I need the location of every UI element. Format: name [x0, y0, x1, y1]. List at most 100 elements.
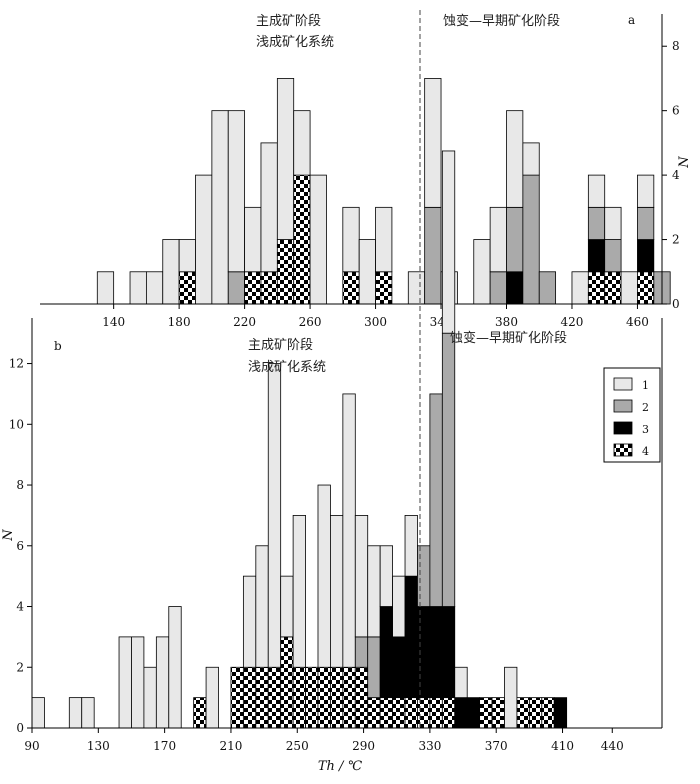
- panel-a-x-tick-label: 300: [364, 315, 387, 329]
- panel-b-y-tick-label: 0: [16, 721, 24, 735]
- panel-b-bar-series-2-bin-26: [354, 636, 369, 668]
- panel-a-bar-series-3-bin-33: [637, 239, 655, 273]
- panel-b-x-tick-label: 250: [286, 739, 309, 753]
- panel-a-bar-series-3-bin-30: [587, 239, 606, 273]
- panel-b-bar-series-4-bin-20: [280, 636, 294, 729]
- panel-b-bar-series-4-bin-33: [441, 697, 456, 729]
- panel-b-bar-series-4-bin-40: [528, 697, 543, 729]
- panel-b-bar-series-1-bin-8: [131, 636, 145, 729]
- panel-a-bar-series-1-bin-9: [244, 206, 262, 273]
- panel-b-bar-series-4-bin-32: [429, 697, 443, 729]
- panel-b-bar-series-1-bin-11: [168, 606, 182, 729]
- panel-a-bar-series-1-bin-3: [145, 271, 164, 305]
- panel-b-bar-series-4-bin-39: [516, 697, 530, 729]
- legend-label-4: 4: [642, 445, 649, 458]
- panel-a-bar-series-1-bin-10: [260, 142, 278, 273]
- panel-b-bar-series-1-bin-20: [280, 575, 294, 638]
- panel-b-bar-series-4-bin-28: [379, 697, 393, 729]
- legend-swatch-2: [613, 399, 633, 413]
- panel-b-bar-series-4-bin-24: [330, 666, 344, 729]
- panel-a-bar-series-3-bin-25: [506, 271, 524, 305]
- panel-b-bar-series-4-bin-30: [404, 697, 418, 729]
- panel-b-bar-series-1-bin-10: [155, 636, 170, 729]
- panel-b: 90 130 170 210 250 290 330 370 410 440 024681012 …: [1, 150, 663, 774]
- panel-b-y-tick-label: 12: [9, 357, 24, 371]
- panel-b-bar-series-4-bin-36: [479, 697, 493, 729]
- panel-a-bar-series-1-bin-20: [424, 78, 442, 208]
- panel-b-bar-series-1-bin-38: [504, 666, 518, 729]
- panel-b-y-tick-label: 8: [16, 478, 24, 492]
- panel-b-bar-series-1-bin-24: [330, 515, 344, 668]
- panel-a-bar-series-1-bin-32: [620, 271, 638, 305]
- panel-b-bar-series-1-bin-4: [81, 697, 95, 729]
- panel-b-bar-series-1-bin-30: [404, 515, 418, 577]
- panel-a-bar-series-4-bin-30: [587, 271, 606, 305]
- legend-swatch-3: [613, 421, 633, 435]
- panel-a-bar-series-4-bin-15: [342, 271, 360, 305]
- legend: 1 2 3 4: [603, 367, 661, 463]
- panel-b-bar-series-1-bin-26: [354, 515, 369, 638]
- panel-b-bar-series-3-bin-34: [454, 697, 468, 729]
- panel-a-bar-series-4-bin-33: [637, 271, 655, 305]
- panel-b-bar-series-4-bin-18: [255, 666, 269, 729]
- panel-b-bar-series-1-bin-33: [441, 150, 456, 334]
- legend-label-2: 2: [642, 401, 649, 414]
- panel-a-x-tick-label: 180: [168, 315, 191, 329]
- panel-a-bar-series-4-bin-9: [244, 271, 262, 305]
- panel-b-bar-series-4-bin-21: [292, 666, 306, 729]
- panel-a-bar-series-1-bin-12: [293, 110, 311, 176]
- panel-a-bar-series-1-bin-0: [96, 271, 115, 305]
- panel-a-bar-series-1-bin-19: [407, 271, 426, 305]
- panel-a-x-tick-label: 220: [233, 315, 256, 329]
- panel-a-bar-series-4-bin-17: [375, 271, 393, 305]
- panel-b-ylabel: N: [1, 529, 16, 542]
- panel-a-x-ticks: 140 180 220 260 300 340 380 420 460: [102, 304, 649, 329]
- panel-b-x-tick-label: 330: [418, 739, 441, 753]
- panel-a-y-tick-label: 0: [672, 297, 680, 311]
- panel-b-annotation-main-stage: 主成矿阶段: [248, 338, 313, 353]
- panel-b-bar-series-1-bin-27: [367, 545, 381, 638]
- panel-b-y-tick-label: 2: [16, 660, 24, 674]
- panel-a-y-ticks: 0 2 4 6 8: [662, 39, 680, 311]
- panel-b-bar-series-1-bin-3: [68, 697, 83, 729]
- panel-a-bar-series-1-bin-25: [506, 110, 524, 208]
- panel-b-bar-series-4-bin-22: [305, 666, 319, 729]
- panel-a-annotation-alteration-stage: 蚀变—早期矿化阶段: [443, 13, 560, 29]
- panel-b-bar-series-2-bin-27: [367, 636, 381, 699]
- legend-label-3: 3: [642, 423, 649, 436]
- panel-b-bars: [31, 150, 568, 729]
- panel-a-y-tick-label: 2: [672, 233, 680, 247]
- panel-a-bar-series-1-bin-5: [178, 239, 196, 273]
- panel-b-bar-series-4-bin-13: [193, 697, 207, 729]
- panel-a-x-tick-label: 260: [299, 315, 322, 329]
- panel-a-bar-series-2-bin-30: [587, 206, 606, 240]
- panel-a-x-tick-label: 380: [495, 315, 518, 329]
- panel-b-bar-series-1-bin-25: [342, 393, 356, 668]
- panel-b-x-tick-label: 170: [153, 739, 176, 753]
- panel-a-bar-series-1-bin-30: [587, 174, 606, 208]
- panel-a-bar-series-2-bin-24: [489, 271, 507, 305]
- panel-a-label: a: [628, 13, 635, 27]
- panel-b-bar-series-3-bin-32: [429, 606, 443, 699]
- panel-a-y-tick-label: 6: [672, 104, 680, 118]
- panel-a-bar-series-1-bin-24: [489, 206, 507, 273]
- panel-b-bar-series-1-bin-18: [255, 545, 269, 668]
- panel-b-x-tick-label: 410: [551, 739, 574, 753]
- panel-b-x-tick-label: 440: [601, 739, 624, 753]
- panel-b-bar-series-4-bin-16: [230, 666, 244, 729]
- panel-a-y-tick-label: 4: [672, 168, 680, 182]
- panel-b-y-tick-label: 6: [16, 539, 24, 553]
- panel-a-bar-series-2-bin-25: [506, 206, 524, 273]
- panel-a-ylabel: N: [677, 156, 692, 169]
- panel-b-bar-series-4-bin-25: [342, 666, 356, 729]
- panel-a-bar-series-2-bin-8: [227, 271, 246, 305]
- panel-b-annotation-alteration-stage: 蚀变—早期矿化阶段: [450, 330, 567, 346]
- panel-a-bar-series-4-bin-10: [260, 271, 278, 305]
- panel-b-bar-series-1-bin-14: [205, 666, 219, 729]
- panel-b-bar-series-1-bin-29: [392, 575, 406, 638]
- panel-b-bar-series-2-bin-31: [417, 545, 431, 607]
- panel-b-bar-series-1-bin-0: [31, 697, 45, 729]
- panel-b-bar-series-4-bin-31: [417, 697, 431, 729]
- panel-b-bar-series-4-bin-41: [541, 697, 555, 729]
- panel-b-bar-series-4-bin-17: [242, 666, 257, 729]
